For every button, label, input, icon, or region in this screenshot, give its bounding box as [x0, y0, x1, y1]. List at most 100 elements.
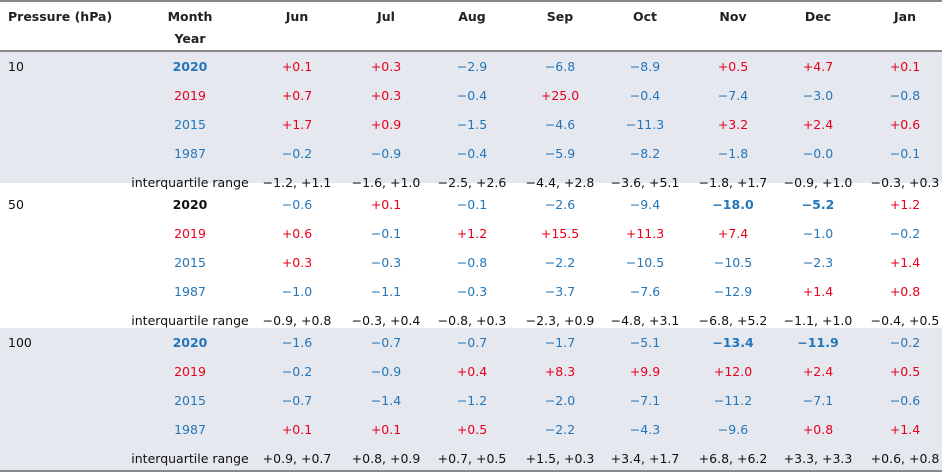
value-cell: −11.2	[713, 393, 753, 408]
range-cell: −0.4, +0.5	[870, 313, 940, 328]
range-cell: −2.3, +0.9	[525, 313, 595, 328]
group-band-100	[0, 328, 942, 470]
value-cell: −0.0	[802, 146, 834, 161]
value-cell: −7.1	[629, 393, 661, 408]
range-cell: +0.7, +0.5	[437, 451, 507, 466]
year-label: 1987	[174, 146, 206, 161]
value-cell: +9.9	[629, 364, 661, 379]
value-cell: −1.7	[544, 335, 576, 350]
table-top-rule	[0, 0, 942, 2]
interquartile-range-label: interquartile range	[131, 175, 249, 190]
value-cell: −2.9	[456, 59, 488, 74]
value-cell: +0.3	[281, 255, 313, 270]
month-header-aug: Aug	[458, 9, 486, 24]
range-cell: +3.3, +3.3	[783, 451, 853, 466]
value-cell: +0.1	[370, 197, 402, 212]
range-cell: −4.8, +3.1	[610, 313, 680, 328]
value-cell: −5.9	[544, 146, 576, 161]
range-cell: +3.4, +1.7	[610, 451, 680, 466]
month-header-sep: Sep	[546, 9, 574, 24]
value-cell: +2.4	[802, 364, 834, 379]
value-cell: −7.6	[629, 284, 661, 299]
year-label: 2019	[174, 364, 206, 379]
value-cell: +0.8	[889, 284, 921, 299]
value-cell: −0.1	[889, 146, 921, 161]
value-cell: −0.8	[889, 88, 921, 103]
interquartile-range-label: interquartile range	[131, 313, 249, 328]
value-cell: −0.1	[370, 226, 402, 241]
value-cell: −0.2	[281, 146, 313, 161]
year-label: 2015	[174, 393, 206, 408]
value-cell: −0.6	[889, 393, 921, 408]
year-label: 2020	[172, 59, 208, 74]
value-cell: +0.1	[281, 422, 313, 437]
month-header-dec: Dec	[804, 9, 832, 24]
value-cell: −1.1	[370, 284, 402, 299]
value-cell: +1.2	[456, 226, 488, 241]
value-cell: −9.4	[629, 197, 661, 212]
table-bottom-rule	[0, 470, 942, 472]
range-cell: −1.1, +1.0	[783, 313, 853, 328]
value-cell: −1.2	[456, 393, 488, 408]
month-header-jan: Jan	[894, 9, 916, 24]
value-cell: +15.5	[540, 226, 580, 241]
value-cell: +0.4	[456, 364, 488, 379]
value-cell: +0.7	[281, 88, 313, 103]
value-cell: +1.2	[889, 197, 921, 212]
value-cell: −2.0	[544, 393, 576, 408]
range-cell: +0.6, +0.8	[870, 451, 940, 466]
value-cell: +12.0	[713, 364, 753, 379]
value-cell: +0.6	[281, 226, 313, 241]
value-cell: +0.1	[281, 59, 313, 74]
value-cell: +4.7	[802, 59, 834, 74]
value-cell: −5.2	[801, 197, 835, 212]
group-band-10	[0, 52, 942, 183]
value-cell: −0.6	[281, 197, 313, 212]
value-cell: +1.7	[281, 117, 313, 132]
value-cell: +0.5	[889, 364, 921, 379]
year-label: 2015	[174, 255, 206, 270]
value-cell: −2.6	[544, 197, 576, 212]
value-cell: −8.9	[629, 59, 661, 74]
value-cell: −5.1	[629, 335, 661, 350]
range-cell: −1.6, +1.0	[351, 175, 421, 190]
pressure-level: 50	[8, 197, 24, 212]
value-cell: −0.4	[456, 88, 488, 103]
year-label: 1987	[174, 422, 206, 437]
value-cell: −10.5	[625, 255, 665, 270]
value-cell: +0.9	[370, 117, 402, 132]
value-cell: +2.4	[802, 117, 834, 132]
value-cell: +0.8	[802, 422, 834, 437]
pressure-level: 10	[8, 59, 24, 74]
range-cell: −0.9, +0.8	[262, 313, 332, 328]
month-header: Month	[167, 9, 213, 24]
value-cell: −0.3	[456, 284, 488, 299]
value-cell: −2.3	[802, 255, 834, 270]
value-cell: −12.9	[713, 284, 753, 299]
value-cell: −1.4	[370, 393, 402, 408]
value-cell: +0.3	[370, 59, 402, 74]
value-cell: +7.4	[717, 226, 749, 241]
range-cell: −1.8, +1.7	[698, 175, 768, 190]
value-cell: −0.8	[456, 255, 488, 270]
value-cell: −0.7	[456, 335, 488, 350]
value-cell: −11.9	[797, 335, 839, 350]
value-cell: −2.2	[544, 422, 576, 437]
value-cell: −0.7	[281, 393, 313, 408]
year-label: 1987	[174, 284, 206, 299]
value-cell: −3.0	[802, 88, 834, 103]
year-header: Year	[174, 31, 206, 46]
value-cell: +0.5	[717, 59, 749, 74]
range-cell: −0.8, +0.3	[437, 313, 507, 328]
range-cell: −0.3, +0.4	[351, 313, 421, 328]
value-cell: −7.1	[802, 393, 834, 408]
value-cell: −9.6	[717, 422, 749, 437]
range-cell: −4.4, +2.8	[525, 175, 595, 190]
range-cell: +0.8, +0.9	[351, 451, 421, 466]
value-cell: +8.3	[544, 364, 576, 379]
value-cell: −0.4	[629, 88, 661, 103]
value-cell: −0.2	[889, 226, 921, 241]
value-cell: −0.9	[370, 364, 402, 379]
value-cell: −4.3	[629, 422, 661, 437]
